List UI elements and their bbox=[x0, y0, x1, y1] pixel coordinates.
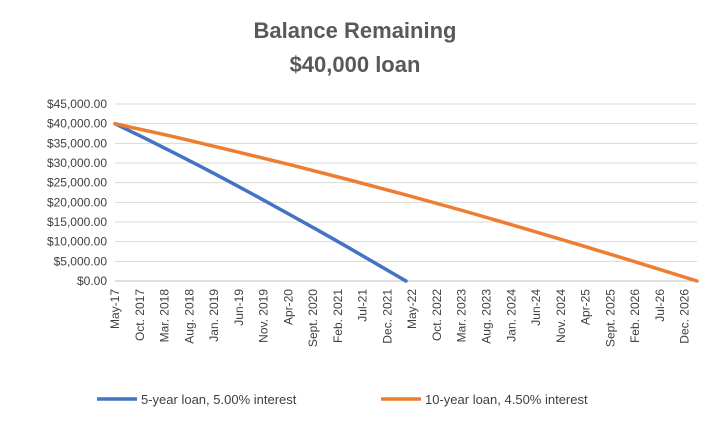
x-tick-label: Jul-26 bbox=[653, 289, 667, 322]
x-tick-label: Jan. 2019 bbox=[207, 289, 221, 342]
y-tick-label: $0.00 bbox=[77, 274, 107, 288]
chart-subtitle: $40,000 loan bbox=[289, 52, 421, 77]
legend: 5-year loan, 5.00% interest 10-year loan,… bbox=[97, 392, 588, 407]
y-tick-label: $45,000.00 bbox=[47, 97, 107, 111]
y-tick-label: $15,000.00 bbox=[47, 215, 107, 229]
x-tick-label: Feb. 2021 bbox=[331, 289, 345, 343]
x-tick-label: Jan. 2024 bbox=[504, 289, 518, 342]
x-tick-label: Nov. 2019 bbox=[257, 289, 271, 343]
x-tick-label: Aug. 2018 bbox=[182, 289, 196, 344]
x-tick-label: Jul-21 bbox=[356, 289, 370, 322]
x-tick-label: Dec. 2026 bbox=[678, 289, 692, 344]
x-tick-label: Sept. 2025 bbox=[603, 289, 617, 347]
x-tick-label: Feb. 2026 bbox=[628, 289, 642, 343]
y-tick-label: $35,000.00 bbox=[47, 136, 107, 150]
x-axis-tick-labels: May-17 Oct. 2017 Mar. 2018 Aug. 2018 Jan. 20… bbox=[108, 289, 692, 347]
x-tick-label: Apr-25 bbox=[579, 289, 593, 325]
series-line-1 bbox=[113, 121, 408, 283]
x-tick-label: Mar. 2018 bbox=[158, 289, 172, 343]
gridlines bbox=[115, 103, 697, 282]
x-tick-label: Dec. 2021 bbox=[380, 289, 394, 344]
y-tick-label: $30,000.00 bbox=[47, 156, 107, 170]
x-tick-label: Jun-19 bbox=[232, 289, 246, 326]
chart-title: Balance Remaining bbox=[253, 18, 457, 43]
x-tick-label: Sept. 2020 bbox=[306, 289, 320, 347]
x-tick-label: Nov. 2024 bbox=[554, 289, 568, 343]
x-tick-label: May-22 bbox=[405, 289, 419, 329]
legend-label: 5-year loan, 5.00% interest bbox=[141, 392, 297, 407]
x-tick-label: May-17 bbox=[108, 289, 122, 329]
x-tick-label: Apr-20 bbox=[281, 289, 295, 325]
y-axis-tick-labels: $0.00 $5,000.00 $10,000.00 $15,000.00 $20,00… bbox=[47, 97, 107, 288]
series-lines bbox=[113, 121, 699, 283]
x-tick-label: Oct. 2017 bbox=[133, 289, 147, 341]
y-tick-label: $40,000.00 bbox=[47, 117, 107, 131]
x-tick-label: Mar. 2023 bbox=[455, 289, 469, 343]
x-tick-label: Jun-24 bbox=[529, 289, 543, 326]
legend-label: 10-year loan, 4.50% interest bbox=[425, 392, 588, 407]
series-line-2 bbox=[113, 121, 699, 283]
y-tick-label: $5,000.00 bbox=[54, 254, 108, 268]
y-tick-label: $10,000.00 bbox=[47, 235, 107, 249]
y-tick-label: $25,000.00 bbox=[47, 176, 107, 190]
x-tick-label: Oct. 2022 bbox=[430, 289, 444, 341]
y-tick-label: $20,000.00 bbox=[47, 195, 107, 209]
x-tick-label: Aug. 2023 bbox=[479, 289, 493, 344]
